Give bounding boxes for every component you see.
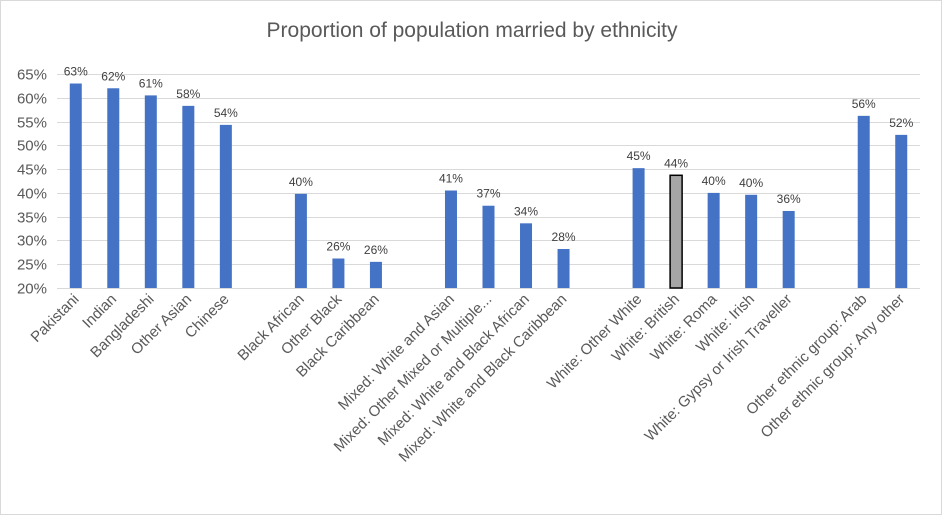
bar <box>182 105 195 289</box>
x-tick-label: Pakistani <box>28 291 83 346</box>
data-label: 58% <box>176 87 200 101</box>
bar <box>895 134 908 288</box>
data-label: 45% <box>627 149 651 163</box>
bar <box>632 168 645 288</box>
bar <box>144 95 157 289</box>
data-label: 63% <box>64 65 88 79</box>
data-label: 34% <box>514 204 538 218</box>
data-label: 56% <box>852 97 876 111</box>
bar <box>520 223 533 288</box>
bar <box>107 88 120 289</box>
bar <box>745 194 758 288</box>
bar <box>557 249 570 288</box>
gridlines <box>57 74 920 289</box>
data-label: 40% <box>739 176 763 190</box>
bar <box>69 83 82 288</box>
data-label: 40% <box>289 175 313 189</box>
data-label: 28% <box>552 230 576 244</box>
y-tick-label: 25% <box>17 257 47 274</box>
bar <box>332 258 345 288</box>
data-labels: 63% 62% 61% 58% 54% 40% 26% 26% 41% 37% 34% 28% 45% 4… <box>64 65 914 257</box>
data-label: 40% <box>702 174 726 188</box>
y-tick-label: 65% <box>17 67 47 84</box>
data-label: 44% <box>664 156 688 170</box>
data-label: 62% <box>101 69 125 83</box>
data-label: 61% <box>139 76 163 90</box>
bar <box>857 115 870 288</box>
y-tick-label: 40% <box>17 186 47 203</box>
y-tick-label: 50% <box>17 138 47 155</box>
bar <box>482 205 495 288</box>
data-label: 54% <box>214 106 238 120</box>
data-label: 37% <box>476 187 500 201</box>
bar <box>444 190 457 288</box>
y-tick-label: 20% <box>17 281 47 298</box>
x-tick-label: Mixed: White and Black African <box>375 291 533 449</box>
y-tick-label: 60% <box>17 91 47 108</box>
y-tick-label: 55% <box>17 115 47 132</box>
y-axis-ticks: 20% 25% 30% 35% 40% 45% 50% 55% 60% 65% <box>17 67 47 298</box>
data-label: 41% <box>439 172 463 186</box>
y-tick-label: 35% <box>17 210 47 227</box>
bar <box>294 193 307 288</box>
bar <box>707 192 720 288</box>
data-label: 52% <box>889 116 913 130</box>
y-tick-label: 30% <box>17 233 47 250</box>
bar <box>219 124 232 288</box>
bar <box>782 210 795 288</box>
y-tick-label: 45% <box>17 162 47 179</box>
bar <box>669 174 683 289</box>
chart-title: Proportion of population married by ethn… <box>266 19 678 42</box>
data-label: 26% <box>326 240 350 254</box>
bars <box>69 83 908 289</box>
data-label: 36% <box>777 192 801 206</box>
data-label: 26% <box>364 243 388 257</box>
bar <box>369 261 382 288</box>
